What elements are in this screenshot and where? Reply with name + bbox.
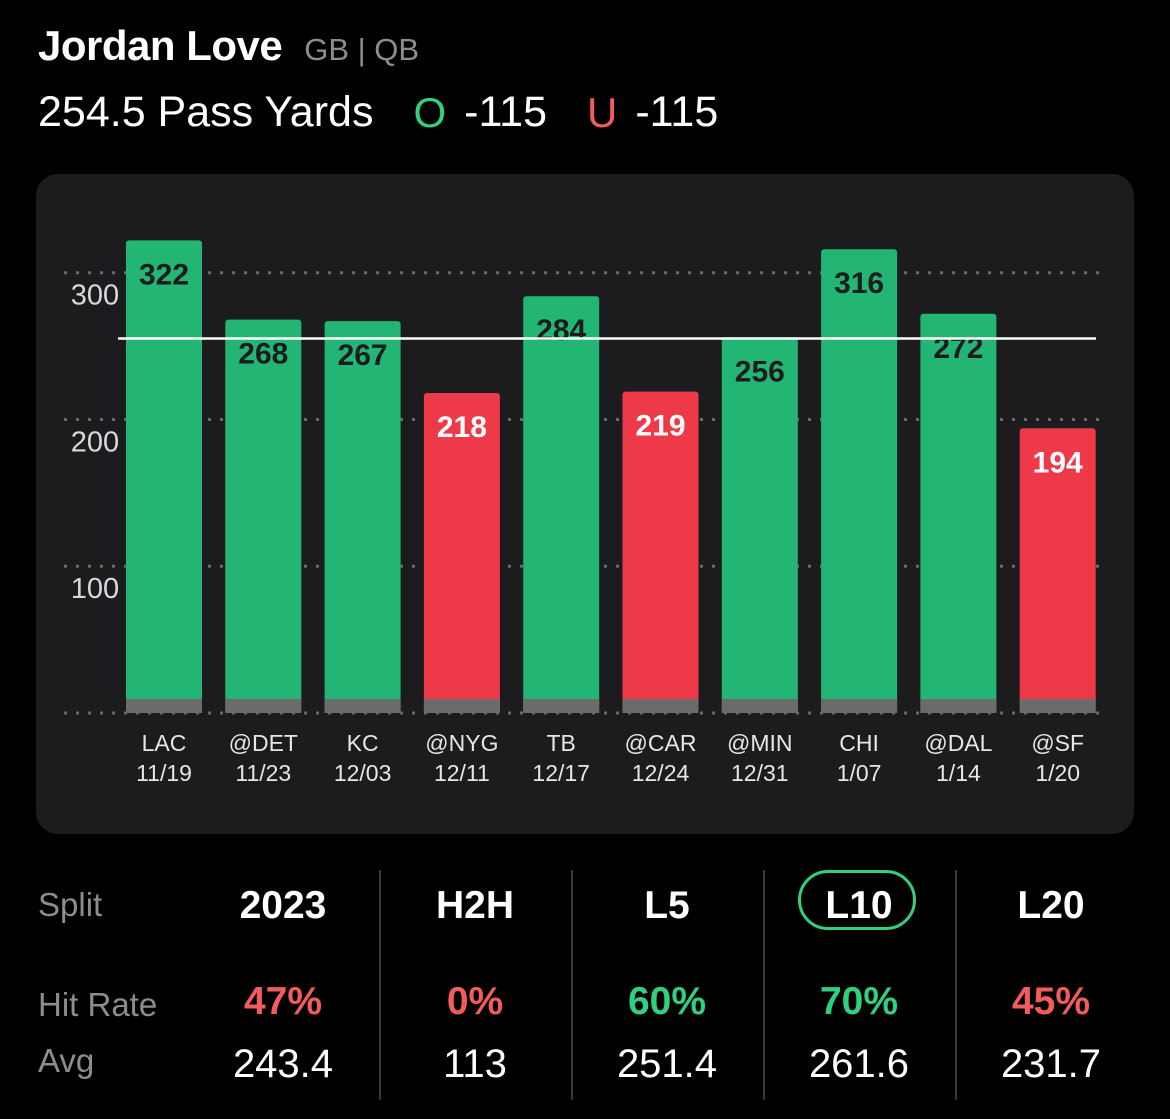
x-tick-date: 1/20 — [1035, 760, 1080, 786]
split-stats-table: Split Hit Rate Avg 2023 47% 243.4 H2H 0%… — [0, 860, 1170, 1110]
x-tick-opponent: @MIN — [727, 730, 793, 756]
bar-base — [920, 699, 997, 713]
bar — [324, 321, 401, 713]
over-symbol: O — [413, 88, 447, 136]
bar — [523, 296, 600, 713]
bar — [821, 249, 898, 714]
split-label: H2H — [435, 884, 515, 927]
bar-base — [721, 699, 798, 713]
bar — [622, 391, 699, 713]
bar-base — [821, 699, 898, 713]
x-tick-opponent: CHI — [839, 730, 879, 756]
x-tick-date: 12/31 — [731, 760, 789, 786]
y-tick-label: 200 — [71, 426, 119, 458]
hit-rate-value: 47% — [243, 980, 323, 1023]
under-odds-button[interactable]: U -115 — [587, 88, 718, 137]
hit-rate-value: 45% — [1011, 980, 1091, 1023]
bar-base — [126, 699, 202, 713]
bar — [225, 319, 302, 713]
y-tick-label: 100 — [71, 573, 119, 605]
split-row-label: Split — [38, 886, 103, 923]
avg-value: 243.4 — [232, 1042, 334, 1086]
bar-value-label: 267 — [338, 339, 388, 372]
x-tick-opponent: @NYG — [425, 730, 498, 756]
bar — [1019, 428, 1096, 713]
x-tick-date: 11/23 — [235, 760, 291, 786]
over-odds-button[interactable]: O -115 — [413, 88, 547, 137]
x-tick-date: 11/19 — [136, 760, 192, 786]
x-tick-opponent: @SF — [1031, 730, 1084, 756]
x-tick-opponent: LAC — [142, 730, 187, 756]
avg-value: 261.6 — [808, 1042, 910, 1086]
bar-value-label: 268 — [238, 338, 288, 371]
avg-value: 231.7 — [1000, 1042, 1102, 1086]
bar-value-label: 256 — [735, 355, 785, 388]
bar-value-label: 284 — [536, 314, 586, 347]
bar-base — [324, 699, 401, 713]
bar-value-label: 218 — [437, 411, 487, 444]
hit-rate-value: 70% — [819, 980, 899, 1023]
avg-value: 251.4 — [616, 1042, 718, 1086]
bar-value-label: 272 — [933, 332, 983, 365]
x-tick-date: 12/03 — [334, 760, 392, 786]
avg-row-label: Avg — [38, 1042, 95, 1079]
bar-value-label: 322 — [139, 258, 189, 291]
selected-split-pill — [798, 870, 916, 930]
bar-chart: 100 200 300 322 LAC 11/19 268 @DET 11/23 267 KC 12/… — [64, 240, 1106, 786]
x-tick-opponent: @DAL — [924, 730, 992, 756]
x-tick-opponent: TB — [547, 730, 576, 756]
x-tick-opponent: KC — [347, 730, 379, 756]
bar-value-label: 194 — [1033, 446, 1083, 479]
bar-base — [1019, 699, 1096, 713]
hit-rate-value: 0% — [446, 980, 504, 1023]
bar — [920, 313, 997, 713]
bar-base — [225, 699, 302, 713]
split-label: L5 — [644, 884, 690, 927]
split-label: L10 — [825, 884, 893, 927]
bar — [423, 393, 500, 713]
column-divider — [379, 870, 381, 1100]
player-team-position: GB | QB — [304, 32, 420, 67]
column-divider — [763, 870, 765, 1100]
x-tick-date: 1/14 — [936, 760, 981, 786]
player-name: Jordan Love — [38, 22, 283, 69]
bar — [126, 240, 202, 713]
x-tick-date: 12/24 — [632, 760, 690, 786]
column-divider — [571, 870, 573, 1100]
under-symbol: U — [587, 88, 618, 136]
x-tick-date: 1/07 — [837, 760, 882, 786]
bar-value-label: 219 — [635, 410, 685, 443]
x-tick-opponent: @CAR — [625, 730, 697, 756]
bar — [721, 337, 798, 713]
hit-rate-row-label: Hit Rate — [38, 986, 158, 1023]
bar-value-label: 316 — [834, 267, 884, 300]
x-tick-date: 12/17 — [532, 760, 590, 786]
bar-base — [423, 699, 500, 713]
x-tick-opponent: @DET — [229, 730, 298, 756]
x-tick-date: 12/11 — [434, 760, 490, 786]
hit-rate-value: 60% — [627, 980, 707, 1023]
column-divider — [955, 870, 957, 1100]
over-odds: -115 — [464, 88, 548, 136]
header: Jordan Love GB | QB 254.5 Pass Yards O -… — [38, 22, 718, 137]
chart-card: 100 200 300 322 LAC 11/19 268 @DET 11/23 267 KC 12/… — [36, 174, 1134, 834]
split-label: 2023 — [239, 884, 327, 927]
split-label: L20 — [1017, 884, 1085, 927]
prop-line: 254.5 Pass Yards — [38, 88, 374, 136]
bar-base — [622, 699, 699, 713]
avg-value: 113 — [443, 1042, 507, 1086]
y-tick-label: 300 — [71, 280, 119, 312]
bar-base — [523, 699, 600, 713]
under-odds: -115 — [635, 88, 719, 136]
